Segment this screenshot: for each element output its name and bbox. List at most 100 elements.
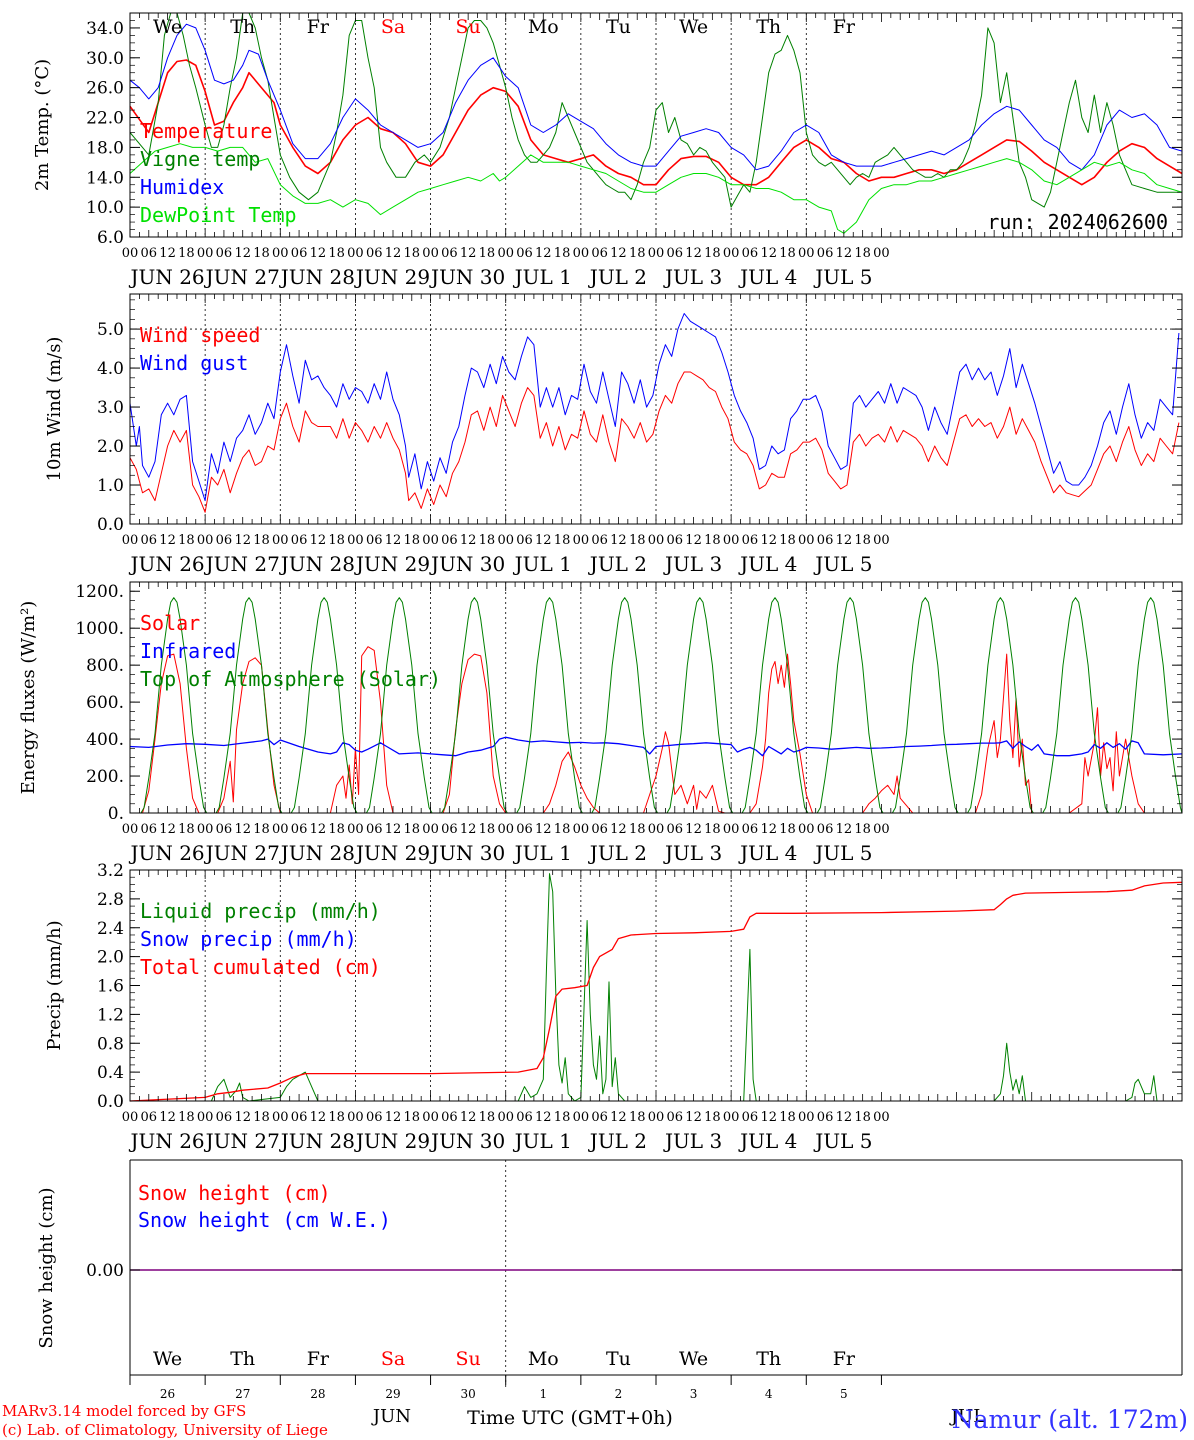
series-line-infrared — [129, 736, 1183, 757]
day-number-label: 27 — [235, 1387, 250, 1401]
hour-tick-label: 18 — [704, 1110, 721, 1125]
y-tick-label: 0.8 — [97, 1034, 124, 1054]
date-label: JUN 30 — [429, 1129, 505, 1153]
hour-tick-label: 18 — [178, 246, 195, 261]
hour-tick-label: 12 — [310, 246, 327, 261]
hour-tick-label: 18 — [404, 246, 421, 261]
month-label-jul: JUL — [949, 1406, 985, 1427]
hour-tick-label: 12 — [685, 246, 702, 261]
hour-tick-label: 18 — [479, 1110, 496, 1125]
y-tick-label: 4.0 — [97, 359, 124, 379]
date-label: JUL 1 — [513, 552, 572, 576]
hour-tick-label: 06 — [742, 246, 759, 261]
series-line-liquid-precip-mm-h- — [130, 873, 1182, 1102]
weekday-label: Sa — [381, 16, 405, 38]
hour-tick-label: 06 — [742, 533, 759, 548]
y-tick-label: 0.0 — [97, 515, 124, 535]
hour-tick-label: 18 — [629, 822, 646, 837]
grid-layer — [130, 13, 1182, 1388]
hour-tick-label: 06 — [291, 246, 308, 261]
date-label: JUN 26 — [128, 552, 204, 576]
lab-credit: (c) Lab. of Climatology, University of L… — [2, 1421, 328, 1439]
date-label: JUN 29 — [354, 265, 430, 289]
y-axis-title: Precip (mm/h) — [44, 920, 65, 1050]
hour-tick-label: 18 — [554, 533, 571, 548]
hour-tick-label: 12 — [610, 533, 627, 548]
hour-tick-label: 18 — [854, 822, 871, 837]
series-line-total-cumulated-cm- — [129, 881, 1183, 1102]
hour-tick-label: 18 — [328, 533, 345, 548]
date-label: JUN 28 — [279, 265, 355, 289]
hour-tick-label: 18 — [779, 1110, 796, 1125]
y-tick-label: 3.0 — [97, 398, 124, 418]
weekday-label: Tu — [606, 1348, 631, 1370]
hour-tick-label: 12 — [535, 533, 552, 548]
series-line-humidex — [129, 23, 1183, 171]
hour-tick-label: 00 — [347, 533, 364, 548]
date-label: JUL 4 — [738, 841, 797, 865]
hour-tick-label: 12 — [385, 822, 402, 837]
date-label: JUN 27 — [204, 552, 280, 576]
day-number-label: 29 — [385, 1387, 400, 1401]
hour-tick-label: 06 — [141, 822, 158, 837]
date-label: JUN 29 — [354, 1129, 430, 1153]
date-label: JUL 5 — [813, 841, 872, 865]
y-tick-label: 2.8 — [97, 890, 124, 910]
hour-tick-label: 12 — [610, 1110, 627, 1125]
hour-tick-label: 12 — [685, 533, 702, 548]
hour-tick-label: 06 — [141, 533, 158, 548]
y-axis-title: 10m Wind (m/s) — [44, 337, 65, 482]
hour-tick-label: 12 — [836, 246, 853, 261]
date-label: JUN 28 — [279, 1129, 355, 1153]
y-tick-label: 18.0 — [86, 138, 124, 158]
y-axis-title: 2m Temp. (°C) — [32, 59, 53, 191]
hour-tick-label: 00 — [723, 246, 740, 261]
legend-entry: Snow height (cm) — [138, 1181, 331, 1205]
hour-tick-label: 18 — [779, 822, 796, 837]
y-axis-title: Snow height (cm) — [36, 1187, 57, 1348]
hour-tick-label: 00 — [873, 246, 890, 261]
series-line-dewpoint-temp — [129, 143, 1183, 234]
hour-tick-label: 18 — [253, 822, 270, 837]
hour-tick-label: 00 — [873, 533, 890, 548]
hour-tick-label: 00 — [798, 822, 815, 837]
y-tick-label: 0.0 — [97, 1092, 124, 1112]
y-tick-label: 1000. — [75, 619, 124, 639]
hour-tick-label: 00 — [272, 533, 289, 548]
hour-tick-label: 18 — [479, 533, 496, 548]
hour-tick-label: 18 — [404, 533, 421, 548]
station-name: Namur (alt. 172m) — [952, 1405, 1188, 1434]
hour-tick-label: 12 — [610, 822, 627, 837]
series-line-top-of-atmosphere-solar- — [130, 597, 1183, 814]
hour-tick-label: 00 — [573, 822, 590, 837]
day-number-label: 30 — [461, 1387, 476, 1401]
hour-tick-label: 18 — [479, 246, 496, 261]
date-label: JUL 2 — [588, 265, 647, 289]
hour-tick-label: 12 — [234, 822, 251, 837]
hour-tick-label: 06 — [817, 246, 834, 261]
date-label: JUN 30 — [429, 552, 505, 576]
hour-tick-label: 12 — [610, 246, 627, 261]
hour-tick-label: 06 — [441, 246, 458, 261]
hour-tick-label: 18 — [629, 533, 646, 548]
y-tick-label: 400. — [86, 730, 124, 750]
y-tick-label: 2.0 — [97, 437, 124, 457]
hour-tick-label: 06 — [516, 533, 533, 548]
hour-tick-label: 12 — [234, 533, 251, 548]
date-label: JUL 5 — [813, 552, 872, 576]
series-line-vigne-temp — [129, 12, 1182, 208]
weekday-label: We — [153, 1348, 182, 1370]
hour-tick-label: 00 — [873, 822, 890, 837]
hour-tick-label: 18 — [404, 1110, 421, 1125]
hour-tick-label: 12 — [460, 246, 477, 261]
hour-tick-label: 18 — [178, 1110, 195, 1125]
hour-tick-label: 12 — [460, 533, 477, 548]
weekday-label: Fr — [833, 16, 856, 38]
hour-tick-label: 00 — [723, 1110, 740, 1125]
model-credit: MARv3.14 model forced by GFS — [2, 1402, 246, 1420]
y-tick-label: 14.0 — [86, 168, 124, 188]
hour-tick-label: 00 — [798, 246, 815, 261]
hour-tick-label: 18 — [554, 822, 571, 837]
hour-tick-label: 00 — [272, 822, 289, 837]
